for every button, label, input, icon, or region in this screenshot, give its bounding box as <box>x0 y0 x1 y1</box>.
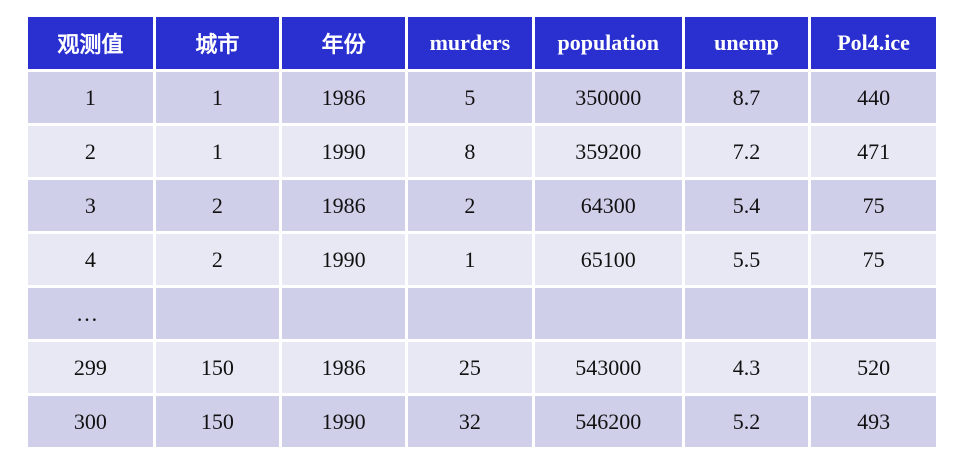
table-cell: 543000 <box>533 340 685 396</box>
header-observation: 观测值 <box>28 17 156 72</box>
table-row: 300 150 1990 32 546200 5.2 493 <box>28 394 936 450</box>
table-cell <box>809 286 936 342</box>
table-cell: 1990 <box>280 394 409 450</box>
table-cell: 150 <box>154 394 283 450</box>
table-cell: 2 <box>28 124 156 180</box>
table-cell: 300 <box>28 394 156 450</box>
table-cell: 2 <box>154 232 283 288</box>
table-row: 1 1 1986 5 350000 8.7 440 <box>28 70 936 126</box>
table-row: 299 150 1986 25 543000 4.3 520 <box>28 340 936 396</box>
header-row: 观测值 城市 年份 murders population unemp Pol4.… <box>28 17 936 72</box>
data-table-container: 观测值 城市 年份 murders population unemp Pol4.… <box>28 17 936 450</box>
table-cell: 1 <box>154 124 283 180</box>
table-cell: 1986 <box>280 70 409 126</box>
table-cell: 4 <box>28 232 156 288</box>
table-cell: 1986 <box>280 340 409 396</box>
table-cell <box>154 286 283 342</box>
table-cell: 2 <box>406 178 535 234</box>
table-cell <box>280 286 409 342</box>
header-unemp: unemp <box>683 17 812 72</box>
table-cell: 1990 <box>280 124 409 180</box>
table-cell: 2 <box>154 178 283 234</box>
table-cell: 32 <box>406 394 535 450</box>
table-cell: 8.7 <box>683 70 812 126</box>
table-cell: 5 <box>406 70 535 126</box>
table-cell: 8 <box>406 124 535 180</box>
table-cell <box>683 286 812 342</box>
table-cell <box>533 286 685 342</box>
table-row: 2 1 1990 8 359200 7.2 471 <box>28 124 936 180</box>
table-cell: 75 <box>809 178 936 234</box>
table-cell: 4.3 <box>683 340 812 396</box>
table-cell <box>406 286 535 342</box>
table-cell: 64300 <box>533 178 685 234</box>
table-cell: 299 <box>28 340 156 396</box>
table-cell: 520 <box>809 340 936 396</box>
table-cell: 75 <box>809 232 936 288</box>
table-cell: 350000 <box>533 70 685 126</box>
table-cell: 471 <box>809 124 936 180</box>
table-cell: 7.2 <box>683 124 812 180</box>
header-year: 年份 <box>280 17 409 72</box>
table-cell: 546200 <box>533 394 685 450</box>
table-cell: 25 <box>406 340 535 396</box>
header-police: Pol4.ice <box>809 17 936 72</box>
table-cell: 5.2 <box>683 394 812 450</box>
table-cell: 359200 <box>533 124 685 180</box>
table-cell: 1990 <box>280 232 409 288</box>
table-cell: 1 <box>28 70 156 126</box>
table-cell: 3 <box>28 178 156 234</box>
table-cell: 1986 <box>280 178 409 234</box>
table-row-ellipsis: … <box>28 286 936 342</box>
table-cell: … <box>28 286 156 342</box>
table-cell: 1 <box>154 70 283 126</box>
data-table: 观测值 城市 年份 murders population unemp Pol4.… <box>28 17 936 450</box>
header-murders: murders <box>406 17 535 72</box>
table-cell: 5.5 <box>683 232 812 288</box>
table-cell: 493 <box>809 394 936 450</box>
table-cell: 5.4 <box>683 178 812 234</box>
table-cell: 440 <box>809 70 936 126</box>
table-row: 4 2 1990 1 65100 5.5 75 <box>28 232 936 288</box>
header-population: population <box>533 17 685 72</box>
table-cell: 150 <box>154 340 283 396</box>
table-cell: 65100 <box>533 232 685 288</box>
table-row: 3 2 1986 2 64300 5.4 75 <box>28 178 936 234</box>
header-city: 城市 <box>154 17 283 72</box>
table-cell: 1 <box>406 232 535 288</box>
